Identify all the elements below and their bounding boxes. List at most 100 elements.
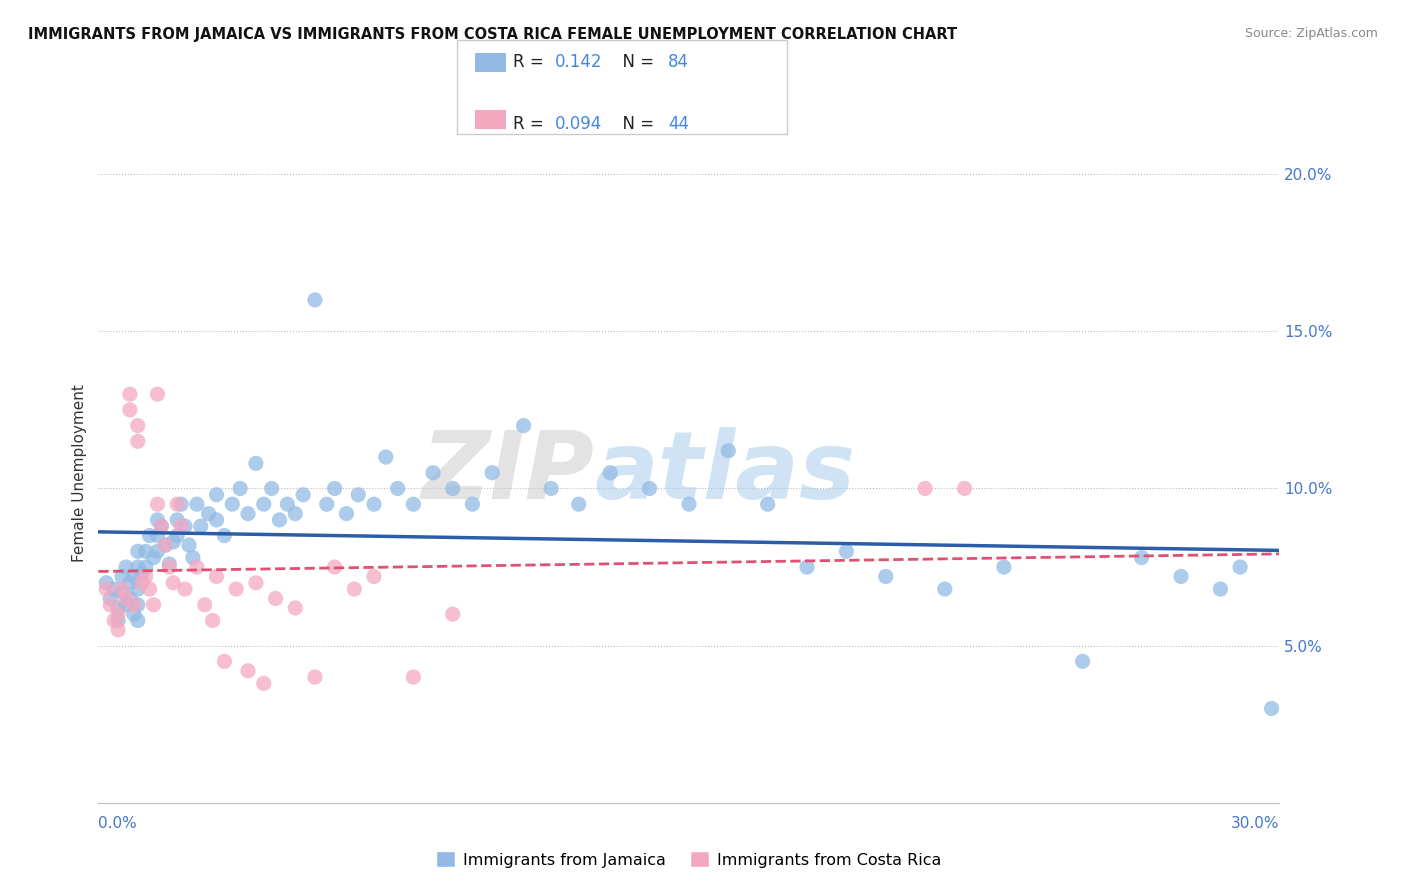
Point bbox=[638, 482, 661, 496]
Point bbox=[304, 293, 326, 307]
Point bbox=[387, 482, 409, 496]
Point bbox=[599, 466, 621, 480]
Point bbox=[115, 560, 138, 574]
Point bbox=[155, 538, 177, 552]
Point bbox=[146, 528, 169, 542]
Point bbox=[402, 670, 425, 684]
Point bbox=[229, 482, 252, 496]
Point bbox=[335, 507, 357, 521]
Point bbox=[150, 519, 173, 533]
Point bbox=[174, 519, 197, 533]
Point bbox=[934, 582, 956, 596]
Text: 0.0%: 0.0% bbox=[98, 816, 138, 831]
Point bbox=[122, 598, 145, 612]
Point bbox=[214, 528, 236, 542]
Point bbox=[304, 670, 326, 684]
Point bbox=[142, 598, 165, 612]
Point bbox=[162, 535, 184, 549]
Point bbox=[315, 497, 337, 511]
Point bbox=[717, 443, 740, 458]
Point bbox=[118, 591, 141, 606]
Point bbox=[214, 654, 236, 668]
Point bbox=[225, 582, 247, 596]
Point bbox=[1260, 701, 1282, 715]
Point bbox=[323, 482, 346, 496]
Text: 0.142: 0.142 bbox=[555, 53, 603, 70]
Point bbox=[138, 528, 160, 542]
Point bbox=[374, 450, 396, 464]
Point bbox=[98, 591, 121, 606]
Point bbox=[111, 582, 134, 596]
Point bbox=[284, 601, 307, 615]
Point bbox=[146, 387, 169, 401]
Point bbox=[221, 497, 243, 511]
Point bbox=[127, 614, 149, 628]
Point bbox=[953, 482, 976, 496]
Point bbox=[1170, 569, 1192, 583]
Point bbox=[157, 557, 180, 571]
Point bbox=[756, 497, 779, 511]
Point bbox=[118, 575, 141, 590]
Point bbox=[205, 513, 228, 527]
Point bbox=[190, 519, 212, 533]
Point bbox=[146, 513, 169, 527]
Point bbox=[103, 582, 125, 596]
Point bbox=[835, 544, 858, 558]
Point bbox=[135, 560, 157, 574]
Point bbox=[205, 569, 228, 583]
Point bbox=[441, 607, 464, 622]
Point bbox=[422, 466, 444, 480]
Point bbox=[796, 560, 818, 574]
Point bbox=[363, 497, 385, 511]
Point bbox=[481, 466, 503, 480]
Point bbox=[461, 497, 484, 511]
Point bbox=[135, 544, 157, 558]
Point bbox=[1130, 550, 1153, 565]
Point bbox=[135, 569, 157, 583]
Point bbox=[177, 538, 200, 552]
Point bbox=[127, 544, 149, 558]
Point bbox=[131, 575, 153, 590]
Text: 30.0%: 30.0% bbox=[1232, 816, 1279, 831]
Text: 0.094: 0.094 bbox=[555, 115, 603, 133]
Point bbox=[1071, 654, 1094, 668]
Point bbox=[103, 614, 125, 628]
Point bbox=[131, 566, 153, 581]
Point bbox=[138, 582, 160, 596]
Text: N =: N = bbox=[612, 53, 659, 70]
Point bbox=[402, 497, 425, 511]
Text: R =: R = bbox=[513, 53, 550, 70]
Point bbox=[260, 482, 283, 496]
Point bbox=[540, 482, 562, 496]
Point bbox=[993, 560, 1015, 574]
Point bbox=[269, 513, 291, 527]
Point bbox=[150, 519, 173, 533]
Point bbox=[155, 538, 177, 552]
Point bbox=[122, 569, 145, 583]
Point bbox=[568, 497, 591, 511]
Point bbox=[347, 488, 370, 502]
Point bbox=[115, 591, 138, 606]
Point bbox=[253, 676, 276, 690]
Point bbox=[236, 664, 259, 678]
Point bbox=[875, 569, 897, 583]
Text: 44: 44 bbox=[668, 115, 689, 133]
Point bbox=[441, 482, 464, 496]
Point bbox=[201, 614, 224, 628]
Point bbox=[118, 387, 141, 401]
Y-axis label: Female Unemployment: Female Unemployment bbox=[72, 384, 87, 562]
Point bbox=[127, 598, 149, 612]
Text: 84: 84 bbox=[668, 53, 689, 70]
Point bbox=[194, 598, 217, 612]
Point bbox=[157, 560, 180, 574]
Point bbox=[170, 497, 193, 511]
Point bbox=[914, 482, 936, 496]
Point bbox=[197, 507, 219, 521]
Point bbox=[127, 434, 149, 449]
Text: Source: ZipAtlas.com: Source: ZipAtlas.com bbox=[1244, 27, 1378, 40]
Point bbox=[122, 607, 145, 622]
Text: N =: N = bbox=[612, 115, 659, 133]
Point bbox=[107, 623, 129, 637]
Point bbox=[186, 560, 208, 574]
Point bbox=[127, 560, 149, 574]
